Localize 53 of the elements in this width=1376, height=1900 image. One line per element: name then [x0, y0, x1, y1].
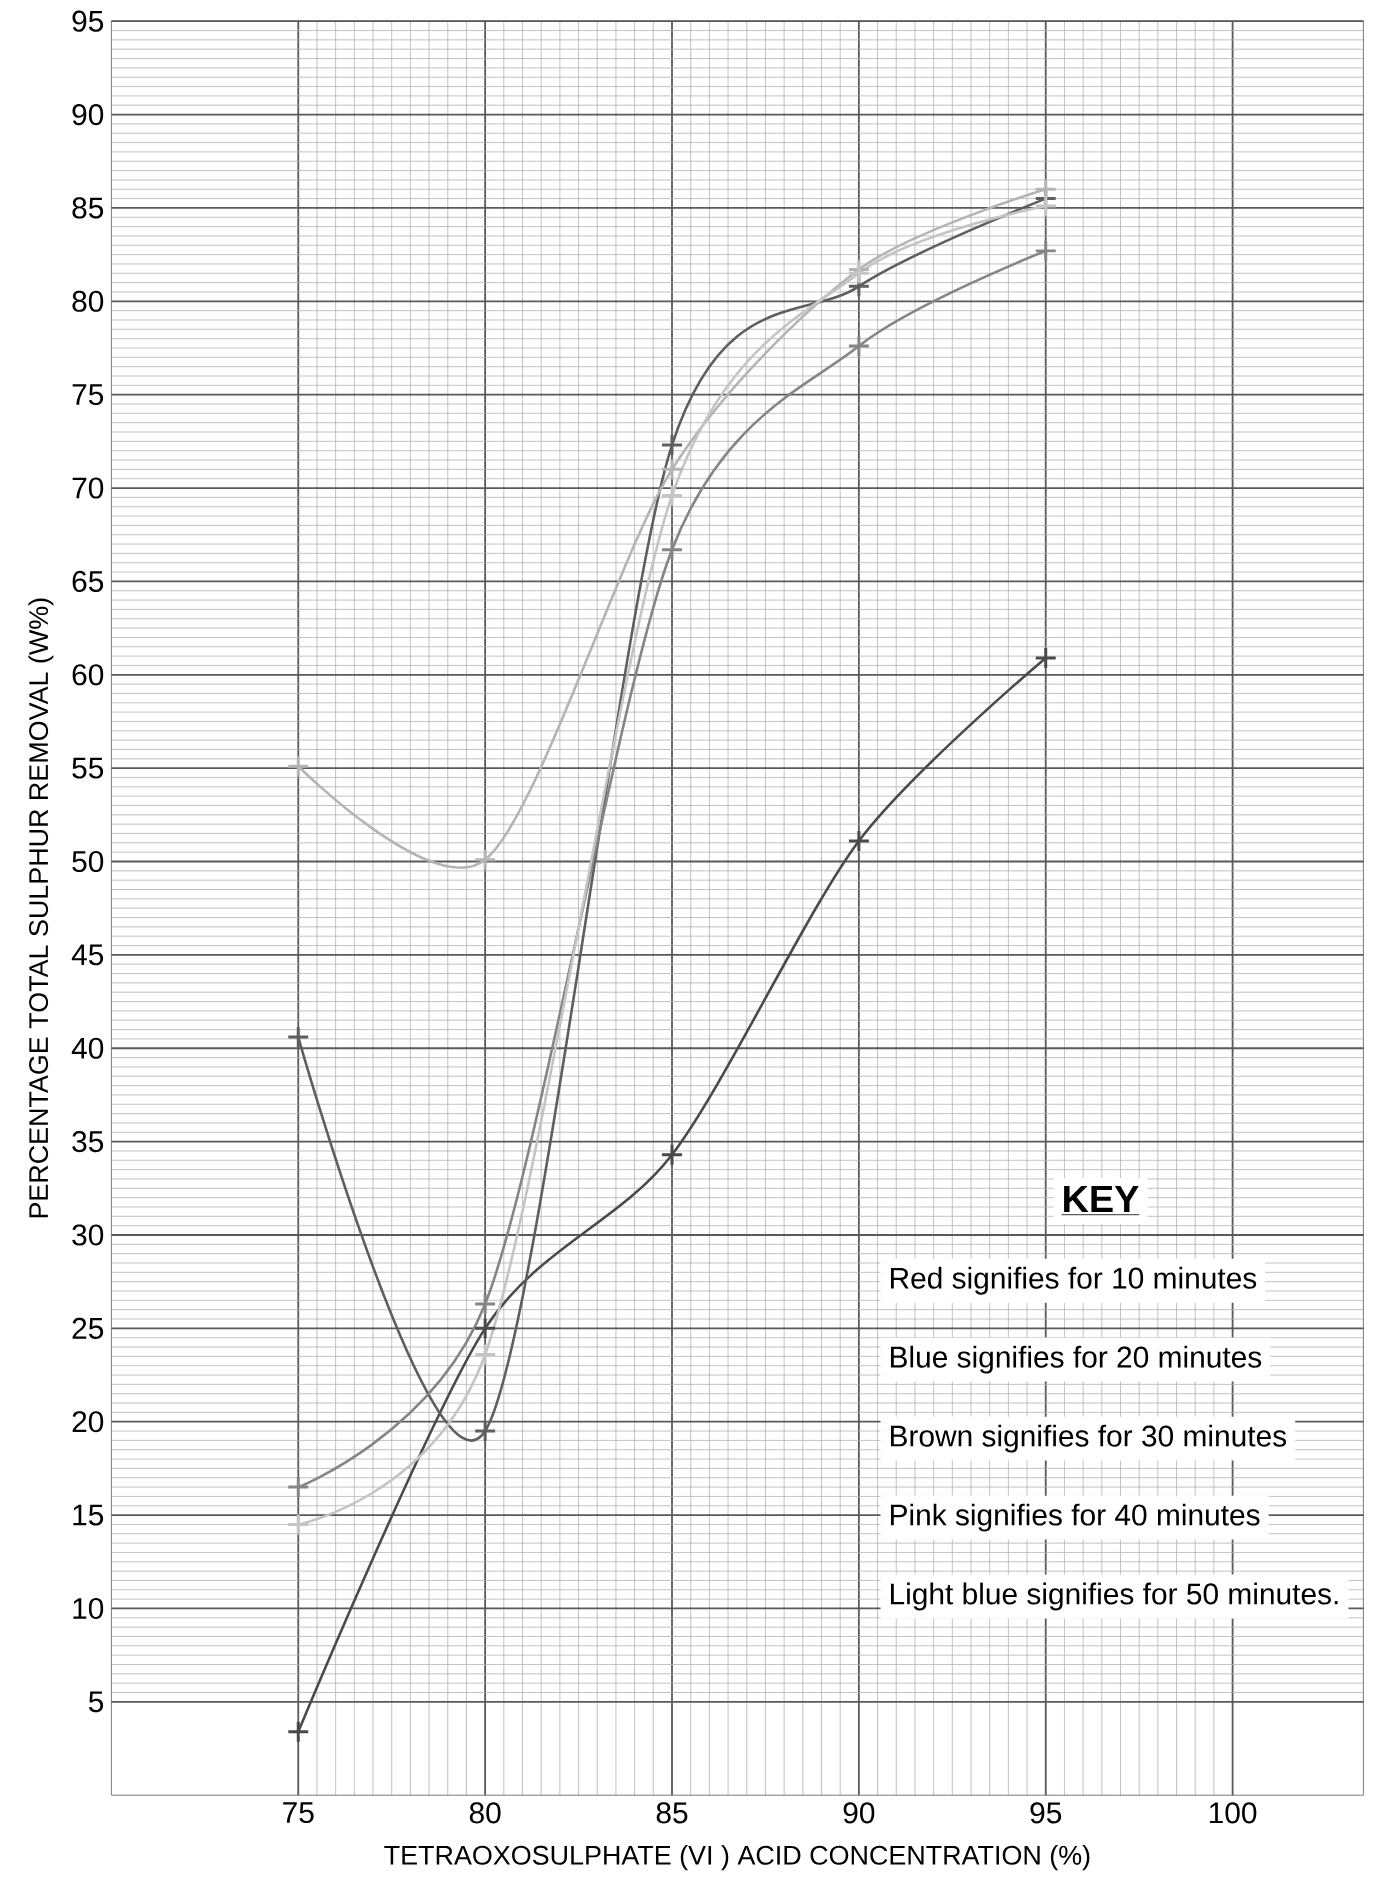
y-tick-label: 35 [72, 1131, 104, 1153]
point [660, 457, 684, 481]
point [473, 1292, 497, 1316]
y-tick-label: 45 [71, 944, 104, 966]
y-tick-label: 90 [72, 103, 104, 126]
annotation: Blue signifies for 20 minutes [890, 1345, 1262, 1374]
point [473, 848, 497, 872]
y-tick-label: 20 [72, 1411, 104, 1433]
point [1034, 646, 1058, 670]
y-tick-label: 25 [72, 1317, 104, 1339]
point [1034, 194, 1058, 218]
point [286, 754, 310, 778]
x-tick-label: 90 [843, 1802, 875, 1824]
y-tick-label: 5 [88, 1691, 104, 1713]
x-tick-label: 80 [469, 1802, 501, 1824]
y-tick-label: 70 [72, 477, 104, 499]
point [286, 1025, 310, 1049]
point [1034, 239, 1058, 263]
x-axis-title: TETRAOXOSULPHATE (VI ) ACID CONCENTRATION (%) [384, 1845, 1090, 1871]
x-tick-label: 85 [656, 1802, 688, 1824]
point [473, 1316, 497, 1340]
point [660, 538, 684, 562]
y-tick-label: 55 [72, 757, 104, 779]
y-tick-label: 85 [72, 197, 104, 219]
annotation: Red signifies for 10 minutes [890, 1266, 1257, 1295]
x-tick-label: 95 [1030, 1802, 1062, 1824]
point [847, 334, 871, 358]
point [286, 1512, 310, 1536]
y-tick-label: 65 [72, 570, 104, 592]
point [847, 829, 871, 853]
y-tick-label: 30 [72, 1224, 104, 1246]
x-tick-label: 75 [283, 1802, 314, 1824]
y-tick-label: 60 [72, 664, 104, 686]
point [286, 1720, 310, 1744]
point [473, 1343, 497, 1366]
annotation: Pink signifies for 40 minutes [890, 1503, 1260, 1532]
point [660, 433, 684, 457]
point [286, 1475, 310, 1499]
y-tick-label: 10 [73, 1597, 104, 1620]
annotation: KEY [1064, 1185, 1139, 1212]
y-axis-title: PERCENTAGE TOTAL SULPHUR REMOVAL (W%) [28, 598, 54, 1218]
y-tick-label: 15 [73, 1504, 104, 1526]
point [473, 1419, 497, 1443]
annotation: Brown signifies for 30 minutes [890, 1424, 1287, 1453]
y-tick-label: 40 [71, 1037, 104, 1059]
y-tick-label: 95 [72, 10, 104, 32]
y-tick-label: 75 [72, 384, 104, 406]
point [660, 484, 684, 507]
x-tick-label: 100 [1209, 1802, 1257, 1824]
y-tick-label: 80 [72, 290, 104, 312]
point [660, 1143, 684, 1167]
y-tick-label: 50 [72, 850, 104, 873]
annotation: Light blue signifies for 50 minutes. [890, 1582, 1338, 1611]
